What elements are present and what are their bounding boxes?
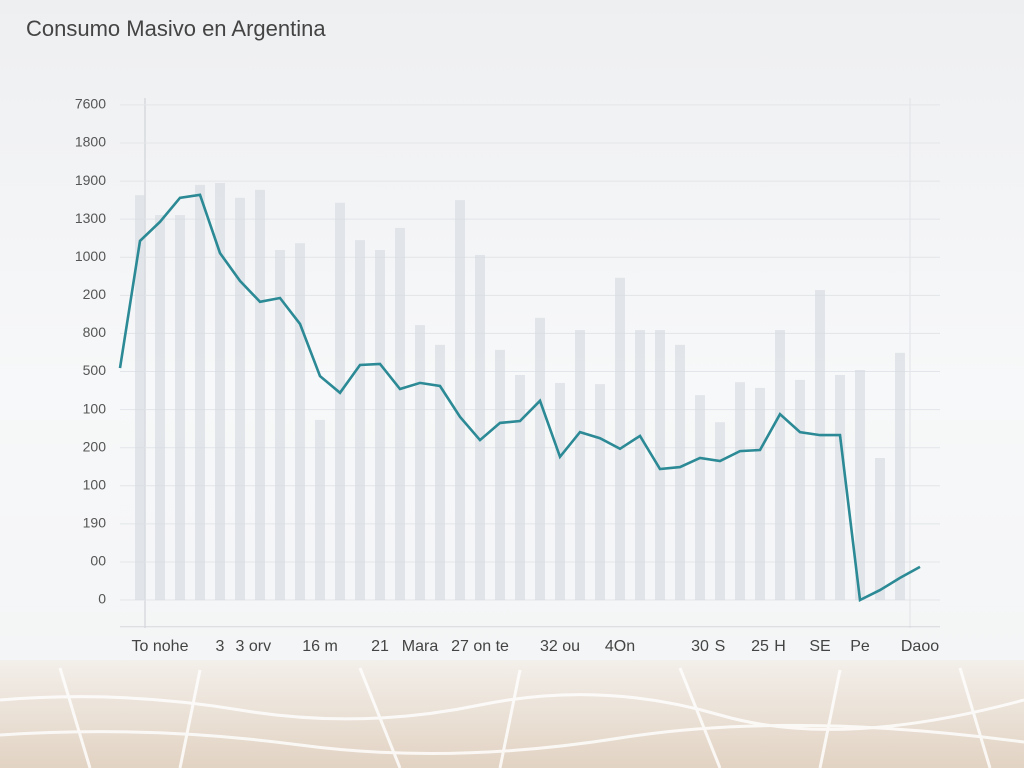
bar <box>195 184 205 601</box>
bar <box>735 382 745 601</box>
y-tick-label: 1300 <box>75 210 106 226</box>
y-tick-label: 100 <box>83 400 107 416</box>
bar <box>875 457 885 601</box>
bar <box>135 195 145 601</box>
y-tick-label: 100 <box>83 476 107 492</box>
bar <box>855 369 865 601</box>
ground-texture <box>0 667 1024 768</box>
bar <box>395 227 405 601</box>
bar <box>315 419 325 601</box>
y-tick-label: 1000 <box>75 248 106 264</box>
y-tick-label: 0 <box>98 591 106 607</box>
bar <box>835 374 845 601</box>
x-tick-label: H <box>774 638 786 655</box>
y-tick-label: 7600 <box>75 96 106 112</box>
bar <box>815 290 825 601</box>
bar <box>895 352 905 601</box>
bar <box>555 382 565 601</box>
x-tick-label: SE <box>809 638 830 655</box>
bar <box>795 379 805 601</box>
x-tick-label: 16 m <box>302 638 338 655</box>
bar <box>475 254 485 601</box>
x-tick-label: Pe <box>850 638 870 655</box>
bar <box>275 250 285 601</box>
bar <box>235 197 245 601</box>
bar <box>415 325 425 601</box>
x-tick-label: 3 <box>236 638 245 655</box>
bar <box>435 344 445 601</box>
y-tick-label: 1800 <box>75 134 106 150</box>
x-tick-label: 30 <box>691 638 709 655</box>
y-tick-label: 500 <box>83 362 107 378</box>
bar <box>495 349 505 601</box>
bar <box>675 344 685 601</box>
x-tick-label: 3 <box>216 638 225 655</box>
y-tick-label: 00 <box>90 553 106 569</box>
y-tick-label: 800 <box>83 324 107 340</box>
bar <box>695 395 705 601</box>
x-tick-label: Daoo <box>901 638 939 655</box>
x-tick-label: 27 on te <box>451 638 509 655</box>
bar <box>775 330 785 601</box>
bar <box>655 330 665 601</box>
bar <box>215 182 225 601</box>
bar <box>455 200 465 601</box>
bar <box>335 202 345 601</box>
bar <box>755 387 765 601</box>
x-tick-label: orv <box>249 638 271 655</box>
bar <box>635 330 645 601</box>
x-tick-label: 4On <box>605 638 635 655</box>
bar <box>355 240 365 601</box>
bar <box>175 214 185 601</box>
chart-title: Consumo Masivo en Argentina <box>26 16 326 41</box>
y-tick-label: 190 <box>83 515 107 531</box>
bar <box>535 317 545 601</box>
bar <box>295 243 305 601</box>
bar <box>575 330 585 601</box>
y-tick-label: 1900 <box>75 172 106 188</box>
y-tick-label: 200 <box>83 438 107 454</box>
x-tick-label: 21 <box>371 638 389 655</box>
bar <box>715 422 725 601</box>
x-tick-label: 32 ou <box>540 638 580 655</box>
bar <box>615 277 625 601</box>
x-tick-label: S <box>715 638 726 655</box>
x-tick-label: To nohe <box>132 638 189 655</box>
x-tick-label: Mara <box>402 638 439 655</box>
bar <box>515 374 525 601</box>
line <box>118 193 921 602</box>
x-tick-label: 25 <box>751 638 769 655</box>
bar <box>155 214 165 601</box>
bar <box>595 384 605 601</box>
y-tick-label: 200 <box>83 286 107 302</box>
bar <box>255 189 265 601</box>
bar <box>375 250 385 601</box>
